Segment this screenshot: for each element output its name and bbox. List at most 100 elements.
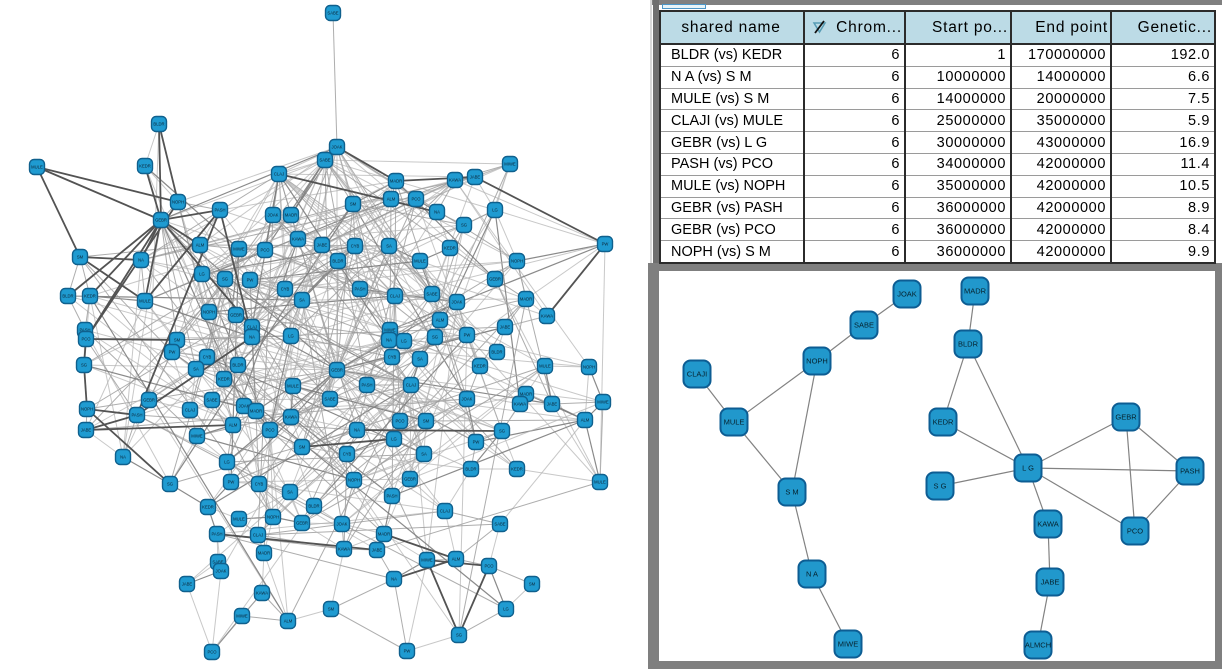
svg-text:SABE: SABE (206, 398, 217, 403)
svg-text:KAWA: KAWA (292, 237, 304, 242)
svg-text:PCO: PCO (1127, 527, 1143, 536)
svg-text:JABE: JABE (372, 548, 383, 553)
svg-text:SG: SG (432, 335, 438, 340)
svg-text:JABE: JABE (317, 243, 328, 248)
svg-text:PASH: PASH (1180, 467, 1200, 476)
svg-text:JABE: JABE (1041, 578, 1060, 587)
svg-text:ALM: ALM (284, 619, 293, 624)
svg-text:NA: NA (386, 338, 392, 343)
svg-text:MULE: MULE (414, 259, 426, 264)
svg-text:LG: LG (503, 607, 509, 612)
svg-text:NA: NA (391, 577, 397, 582)
svg-text:CYB: CYB (343, 452, 352, 457)
svg-text:ALM: ALM (452, 557, 461, 562)
svg-text:SG: SG (461, 223, 467, 228)
svg-text:KAWA: KAWA (256, 591, 268, 596)
svg-text:MULE: MULE (233, 517, 245, 522)
svg-text:KEDR: KEDR (474, 364, 486, 369)
svg-text:SA: SA (299, 298, 305, 303)
svg-text:SM: SM (299, 445, 306, 450)
svg-text:SG: SG (81, 363, 87, 368)
svg-text:CLAJ: CLAJ (390, 294, 400, 299)
svg-text:PW: PW (473, 440, 480, 445)
svg-text:MIWE: MIWE (191, 434, 203, 439)
svg-text:SA: SA (193, 367, 199, 372)
svg-text:JABE: JABE (500, 325, 511, 330)
svg-text:SM: SM (328, 607, 335, 612)
svg-text:PW: PW (228, 480, 235, 485)
svg-text:CYB: CYB (255, 482, 264, 487)
svg-text:GEBR: GEBR (331, 368, 343, 373)
svg-text:PCO: PCO (207, 650, 217, 655)
svg-text:PW: PW (247, 278, 254, 283)
svg-text:MADR: MADR (390, 179, 402, 184)
svg-text:SG: SG (499, 429, 505, 434)
svg-text:CLAJ: CLAJ (247, 325, 257, 330)
svg-text:ALM: ALM (196, 243, 205, 248)
svg-text:NOPH: NOPH (267, 515, 279, 520)
svg-text:MIWE: MIWE (421, 558, 433, 563)
svg-text:BLDR: BLDR (958, 340, 979, 349)
svg-text:MULE: MULE (594, 480, 606, 485)
svg-text:BLDR: BLDR (153, 122, 164, 127)
svg-text:KAWA: KAWA (541, 314, 553, 319)
svg-text:S M: S M (785, 488, 798, 497)
svg-text:PCO: PCO (411, 197, 421, 202)
svg-text:JABE: JABE (182, 582, 193, 587)
svg-text:PW: PW (169, 350, 176, 355)
svg-text:GEBR: GEBR (296, 521, 308, 526)
svg-text:GEBR: GEBR (404, 477, 416, 482)
svg-text:ALM: ALM (387, 197, 396, 202)
svg-text:KEDR: KEDR (933, 418, 954, 427)
svg-text:PCO: PCO (260, 248, 270, 253)
svg-text:ALM: ALM (229, 423, 238, 428)
svg-text:JOAK: JOAK (239, 404, 250, 409)
svg-text:NA: NA (434, 210, 440, 215)
svg-text:JABE: JABE (470, 175, 481, 180)
svg-text:NOPH: NOPH (583, 365, 595, 370)
svg-text:NOPH: NOPH (806, 357, 828, 366)
svg-text:PASH: PASH (131, 413, 142, 418)
svg-text:PASH: PASH (211, 532, 222, 537)
svg-text:LG: LG (492, 208, 498, 213)
svg-text:KEDR: KEDR (218, 377, 230, 382)
svg-text:BLDR: BLDR (62, 294, 73, 299)
svg-text:KAWA: KAWA (285, 415, 297, 420)
svg-text:PCO: PCO (395, 419, 405, 424)
svg-text:MULE: MULE (724, 418, 745, 427)
svg-text:SM: SM (174, 338, 181, 343)
svg-text:MADR: MADR (520, 297, 532, 302)
svg-text:MIWE: MIWE (597, 400, 609, 405)
svg-text:ALM: ALM (436, 318, 445, 323)
svg-text:SABE: SABE (327, 11, 338, 16)
svg-text:L G: L G (1022, 464, 1034, 473)
svg-text:JOAK: JOAK (462, 397, 473, 402)
svg-text:SABE: SABE (319, 158, 330, 163)
svg-text:CLAJ: CLAJ (440, 509, 450, 514)
svg-text:SABE: SABE (212, 560, 223, 565)
svg-text:SA: SA (287, 490, 293, 495)
svg-text:MULE: MULE (139, 299, 151, 304)
svg-text:MIWE: MIWE (236, 614, 248, 619)
svg-text:SA: SA (417, 357, 423, 362)
svg-text:CLAJ: CLAJ (185, 408, 195, 413)
svg-text:SG: SG (222, 277, 228, 282)
svg-text:JOAK: JOAK (337, 522, 348, 527)
svg-text:SG: SG (456, 633, 462, 638)
svg-text:ALM: ALM (581, 418, 590, 423)
svg-text:MADR: MADR (258, 551, 270, 556)
svg-text:BLDR: BLDR (491, 350, 502, 355)
svg-text:NA: NA (249, 335, 255, 340)
svg-text:JOAK: JOAK (268, 213, 279, 218)
svg-text:SA: SA (421, 452, 427, 457)
svg-text:NOPH: NOPH (172, 200, 184, 205)
svg-text:KEDR: KEDR (139, 164, 151, 169)
svg-text:ALMCH: ALMCH (1025, 641, 1051, 650)
svg-text:MIWE: MIWE (838, 640, 858, 649)
svg-text:JOAK: JOAK (897, 290, 917, 299)
svg-text:MIWE: MIWE (384, 328, 396, 333)
svg-text:NOPH: NOPH (203, 310, 215, 315)
svg-text:SABE: SABE (854, 321, 874, 330)
svg-text:KEDR: KEDR (84, 294, 96, 299)
svg-text:KEDR: KEDR (511, 467, 523, 472)
